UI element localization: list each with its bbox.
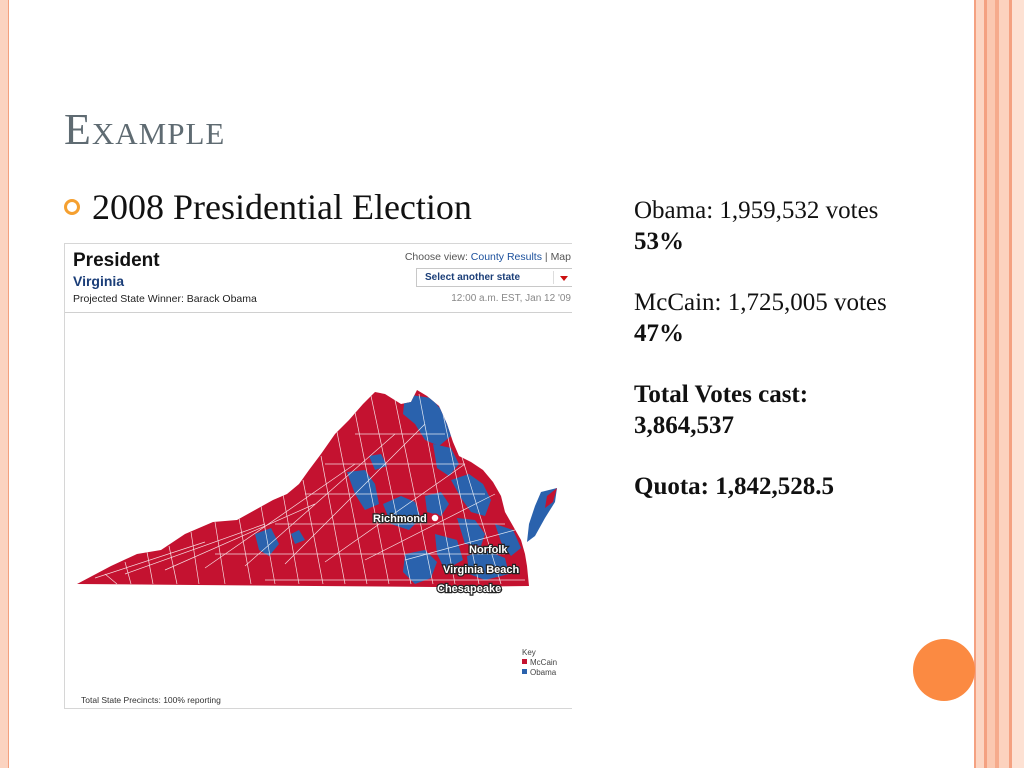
mccain-votes: McCain: 1,725,005 votes [634, 289, 887, 316]
quota: Quota: 1,842,528.5 [634, 473, 834, 500]
state-select-text: Select another state [425, 272, 521, 283]
choose-view: Choose view: County Results | Map [405, 251, 571, 263]
state-shape [77, 390, 529, 587]
widget-title: President [73, 250, 160, 271]
timestamp: 12:00 a.m. EST, Jan 12 '09 [451, 293, 571, 304]
bullet-text: 2008 Presidential Election [92, 187, 472, 227]
county-borders [94, 393, 525, 585]
view-separator: | [544, 251, 548, 263]
election-map-widget: President Virginia Projected State Winne… [64, 243, 572, 709]
obama-percent: 53% [634, 227, 684, 255]
dropdown-arrow-icon [560, 276, 568, 281]
projected-winner: Projected State Winner: Barack Obama [73, 293, 257, 305]
state-select[interactable]: Select another state [416, 268, 572, 287]
decorative-circle [913, 639, 975, 701]
county-results-link[interactable]: County Results [470, 251, 542, 263]
slide-title: Example [64, 105, 226, 154]
virginia-county-map [77, 390, 557, 587]
total-votes-label: Total Votes cast: [634, 381, 809, 408]
right-stripes [974, 0, 1024, 768]
choose-view-label: Choose view: [404, 251, 468, 263]
precincts-reporting: Total State Precincts: 100% reporting [81, 695, 221, 705]
mccain-percent: 47% [634, 319, 684, 347]
widget-header: President Virginia Projected State Winne… [65, 244, 572, 313]
widget-state: Virginia [73, 273, 125, 289]
eastern-shore [527, 488, 557, 542]
obama-regions [255, 394, 521, 584]
obama-votes: Obama: 1,959,532 votes [634, 197, 879, 224]
bullet-icon [64, 199, 80, 215]
total-votes-value: 3,864,537 [634, 411, 734, 439]
left-border [0, 0, 9, 768]
map-key: Key McCain Obama [522, 648, 557, 678]
map-link[interactable]: Map [550, 251, 571, 263]
results-text: Obama: 1,959,532 votes 53% McCain: 1,725… [634, 196, 887, 503]
key-item-obama: Obama [522, 668, 557, 678]
key-title: Key [522, 648, 536, 657]
key-item-mccain: McCain [522, 658, 557, 668]
